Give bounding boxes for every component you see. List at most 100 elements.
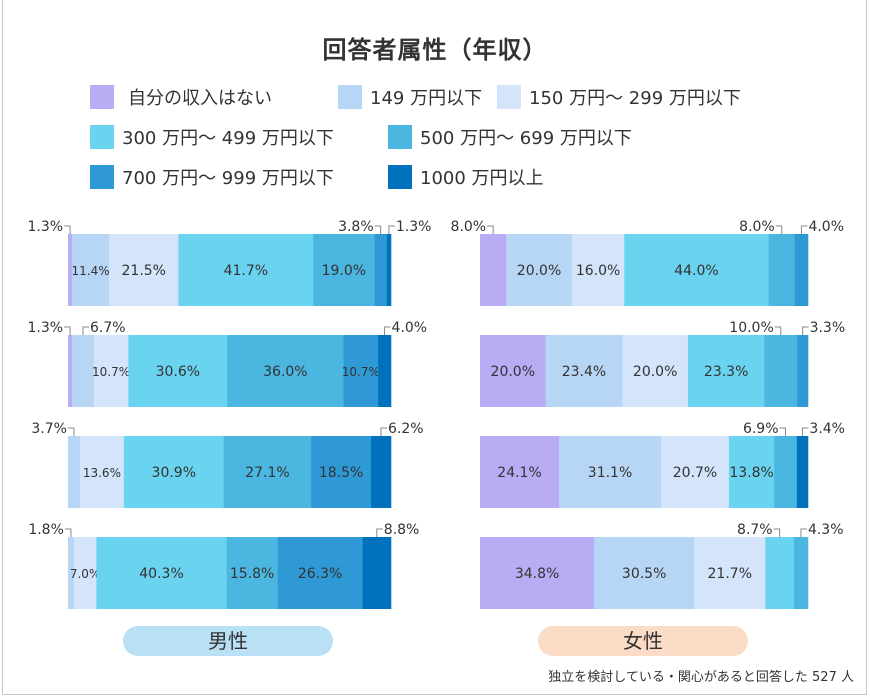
data-label: 3.8% xyxy=(338,219,374,235)
bar-segment xyxy=(571,234,625,306)
legend-swatch xyxy=(388,165,412,189)
legend-swatch xyxy=(90,165,114,189)
bar-segment xyxy=(687,335,765,407)
bar-segment xyxy=(728,436,775,508)
data-label: 4.0% xyxy=(392,320,428,336)
label-connector xyxy=(64,326,71,335)
label-connector xyxy=(801,427,809,436)
footnote: 独立を検討している・関心があると回答した 527 人 xyxy=(548,670,854,685)
bar-segment xyxy=(93,335,129,407)
data-label: 27.1% xyxy=(245,465,289,481)
legend-item: 150 万円～ 299 万円以下 xyxy=(497,84,741,110)
panel-label-male: 男性 xyxy=(123,626,333,656)
bar-segment xyxy=(343,335,379,407)
data-label: 41.7% xyxy=(224,263,268,279)
label-connector xyxy=(775,225,783,234)
label-connector xyxy=(64,528,72,537)
label-connector xyxy=(380,427,387,436)
label-connector xyxy=(779,427,787,436)
data-label: 30.5% xyxy=(622,566,666,582)
data-label: 6.2% xyxy=(388,421,424,437)
data-label: 13.8% xyxy=(729,465,773,481)
data-label: 8.0% xyxy=(451,219,487,235)
legend-item: 300 万円～ 499 万円以下 xyxy=(90,124,334,150)
panel-label-female: 女性 xyxy=(538,626,748,656)
legend-item: 149 万円以下 xyxy=(338,84,482,110)
data-label: 8.7% xyxy=(737,522,773,538)
bar-segment xyxy=(73,537,97,609)
bar-segment xyxy=(313,234,375,306)
data-label: 11.4% xyxy=(72,264,110,278)
data-label: 20.0% xyxy=(491,364,535,380)
data-label: 4.0% xyxy=(808,219,844,235)
bar-segment xyxy=(68,537,75,609)
bar-segment xyxy=(128,335,228,407)
legend-swatch xyxy=(90,125,114,149)
legend-item: 1000 万円以上 xyxy=(388,164,544,190)
bar-segment xyxy=(796,436,809,508)
legend-swatch xyxy=(90,85,114,109)
data-label: 44.0% xyxy=(674,263,718,279)
data-label: 40.3% xyxy=(139,566,183,582)
bar-segment xyxy=(362,537,392,609)
bar-segment xyxy=(123,436,224,508)
label-connector xyxy=(384,326,391,335)
bar-segment xyxy=(96,537,227,609)
bar-segment xyxy=(594,537,695,609)
bar-segment xyxy=(480,335,546,407)
data-label: 23.4% xyxy=(562,364,606,380)
bar-segment xyxy=(765,537,795,609)
data-label: 21.7% xyxy=(708,566,752,582)
legend-label: 150 万円～ 299 万円以下 xyxy=(529,88,741,109)
bar-segment xyxy=(226,537,278,609)
data-label: 8.8% xyxy=(384,522,420,538)
legend-item: 500 万円～ 699 万円以下 xyxy=(388,124,632,150)
bar-segment xyxy=(506,234,573,306)
data-label: 3.3% xyxy=(810,320,846,336)
label-connector xyxy=(64,225,71,234)
data-label: 8.0% xyxy=(739,219,775,235)
data-label: 20.0% xyxy=(633,364,677,380)
data-label: 31.1% xyxy=(588,465,632,481)
legend-swatch xyxy=(388,125,412,149)
data-label: 19.0% xyxy=(322,263,366,279)
label-connector xyxy=(82,326,90,335)
legend-label: 149 万円以下 xyxy=(370,88,483,109)
data-label: 15.8% xyxy=(230,566,274,582)
label-connector xyxy=(388,225,395,234)
bar-segment xyxy=(545,335,623,407)
legend-label: 自分の収入はない xyxy=(128,88,272,109)
data-label: 20.0% xyxy=(517,263,561,279)
data-label: 4.3% xyxy=(808,522,844,538)
data-label: 1.3% xyxy=(28,219,64,235)
data-label: 24.1% xyxy=(497,465,541,481)
bar-segment xyxy=(72,234,110,306)
label-connector xyxy=(374,225,382,234)
label-connector xyxy=(800,225,808,234)
data-label: 3.7% xyxy=(31,421,67,437)
legend-swatch xyxy=(338,85,362,109)
bar-segment xyxy=(311,436,372,508)
bar-segment xyxy=(370,436,392,508)
data-label: 26.3% xyxy=(298,566,342,582)
bar-segment xyxy=(794,234,809,306)
data-label: 10.7% xyxy=(342,365,380,379)
bar-segment xyxy=(768,234,796,306)
data-label: 30.6% xyxy=(156,364,200,380)
data-label: 10.7% xyxy=(92,365,130,379)
bar-segment xyxy=(68,436,81,508)
bar-segment xyxy=(774,436,798,508)
bar-segment xyxy=(559,436,662,508)
data-label: 6.7% xyxy=(90,320,126,336)
label-connector xyxy=(773,528,781,537)
data-label: 30.9% xyxy=(152,465,196,481)
data-label: 21.5% xyxy=(122,263,166,279)
data-label: 13.6% xyxy=(83,466,121,480)
legend-swatch xyxy=(497,85,521,109)
bar-segment xyxy=(386,234,392,306)
bar-segment xyxy=(480,436,560,508)
legend-label: 300 万円～ 499 万円以下 xyxy=(122,128,334,149)
bar-segment xyxy=(277,537,363,609)
